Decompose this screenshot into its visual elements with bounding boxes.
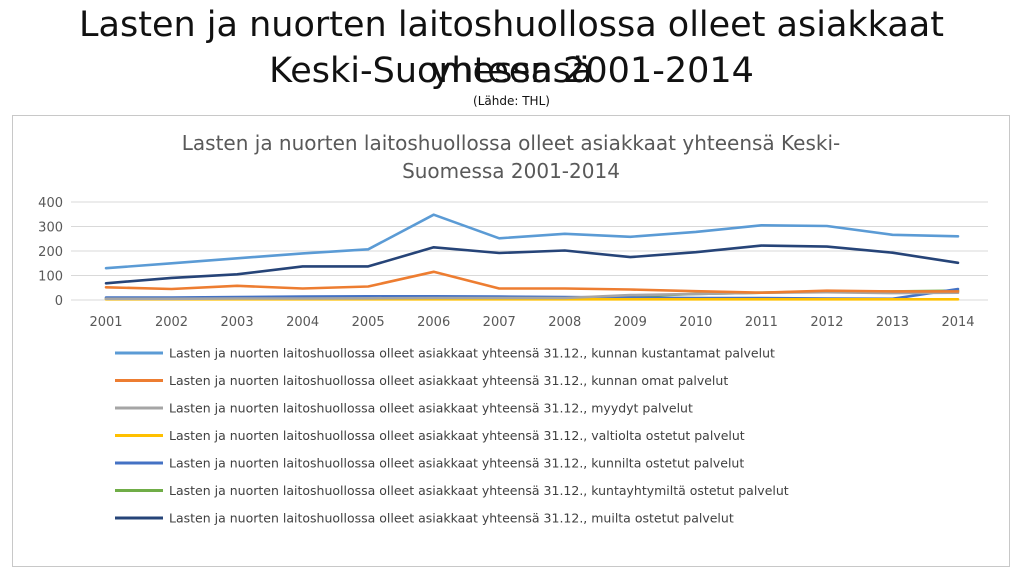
- series-line-7: [104, 244, 960, 285]
- chart-title: Lasten ja nuorten laitoshuollossa olleet…: [182, 131, 840, 183]
- y-tick-label: 400: [38, 196, 63, 211]
- x-tick-label: 2002: [155, 315, 188, 330]
- chart-title-line-2: Suomessa 2001-2014: [402, 159, 620, 183]
- legend-label: Lasten ja nuorten laitoshuollossa olleet…: [169, 483, 789, 498]
- legend-entry: Lasten ja nuorten laitoshuollossa olleet…: [115, 483, 789, 498]
- slide-title-line-2: Keski-Suomessa 2001-2014: [269, 51, 754, 91]
- y-tick-label: 200: [38, 245, 63, 260]
- chart-legend: Lasten ja nuorten laitoshuollossa olleet…: [115, 346, 789, 526]
- chart-series: [104, 213, 960, 301]
- slide-title-line-1: Lasten ja nuorten laitoshuollossa olleet…: [79, 5, 944, 91]
- y-tick-label: 300: [38, 221, 63, 236]
- legend-label: Lasten ja nuorten laitoshuollossa olleet…: [169, 373, 728, 388]
- source-note: (Lähde: THL): [473, 94, 550, 108]
- series-line-1: [104, 213, 960, 270]
- y-tick-label: 0: [55, 294, 63, 309]
- x-tick-label: 2006: [417, 315, 450, 330]
- legend-label: Lasten ja nuorten laitoshuollossa olleet…: [169, 401, 693, 416]
- chart-title-line-1: Lasten ja nuorten laitoshuollossa olleet…: [182, 131, 840, 155]
- legend-label: Lasten ja nuorten laitoshuollossa olleet…: [169, 428, 745, 443]
- legend-entry: Lasten ja nuorten laitoshuollossa olleet…: [115, 428, 745, 443]
- x-tick-label: 2013: [876, 315, 909, 330]
- legend-entry: Lasten ja nuorten laitoshuollossa olleet…: [115, 346, 775, 361]
- x-tick-label: 2009: [614, 315, 647, 330]
- legend-entry: Lasten ja nuorten laitoshuollossa olleet…: [115, 511, 734, 526]
- x-tick-label: 2005: [352, 315, 385, 330]
- legend-entry: Lasten ja nuorten laitoshuollossa olleet…: [115, 456, 744, 471]
- y-tick-label: 100: [38, 270, 63, 285]
- legend-label: Lasten ja nuorten laitoshuollossa olleet…: [169, 346, 775, 361]
- series-line-2: [104, 270, 960, 294]
- x-axis: 2001 2002 2003 2004 2005 2006 2007 2008 2009 2010…: [89, 315, 974, 330]
- chart-frame: Lasten ja nuorten laitoshuollossa olleet…: [12, 115, 1010, 567]
- legend-label: Lasten ja nuorten laitoshuollossa olleet…: [169, 456, 744, 471]
- x-tick-label: 2011: [745, 315, 778, 330]
- x-tick-label: 2007: [483, 315, 516, 330]
- x-tick-label: 2004: [286, 315, 319, 330]
- x-tick-label: 2014: [941, 315, 974, 330]
- legend-entry: Lasten ja nuorten laitoshuollossa olleet…: [115, 401, 693, 416]
- x-tick-label: 2010: [679, 315, 712, 330]
- x-tick-label: 2001: [89, 315, 122, 330]
- line-chart: Lasten ja nuorten laitoshuollossa olleet…: [38, 131, 988, 526]
- y-axis: 0 100 200 300 400: [38, 196, 63, 309]
- x-tick-label: 2003: [221, 315, 254, 330]
- legend-entry: Lasten ja nuorten laitoshuollossa olleet…: [115, 373, 728, 388]
- legend-label: Lasten ja nuorten laitoshuollossa olleet…: [169, 511, 734, 526]
- x-tick-label: 2008: [548, 315, 581, 330]
- x-tick-label: 2012: [810, 315, 843, 330]
